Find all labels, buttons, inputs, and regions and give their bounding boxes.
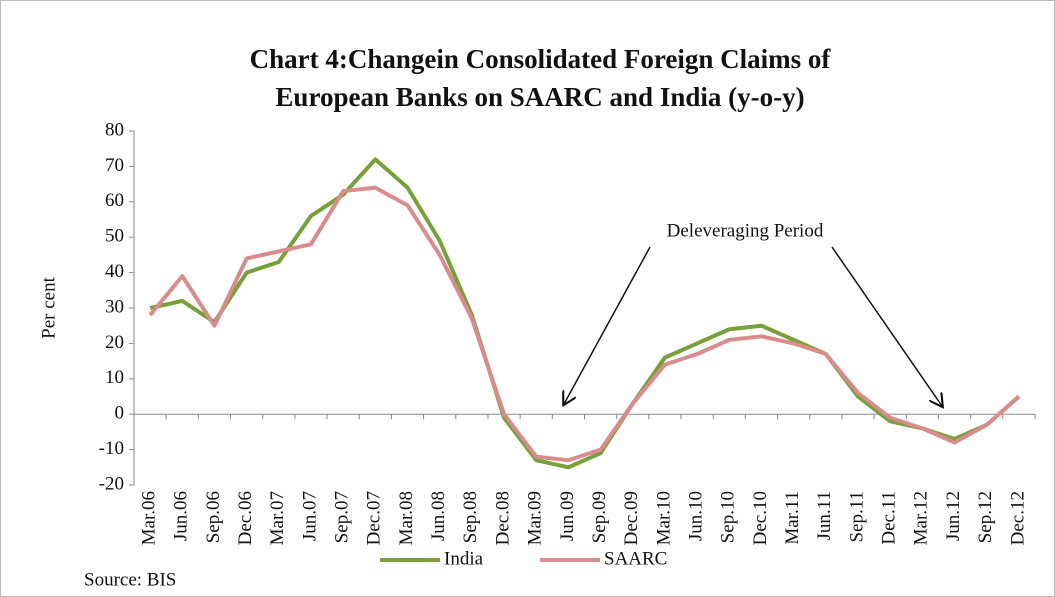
- legend-label: SAARC: [604, 548, 667, 569]
- y-axis-label: Per cent: [38, 276, 59, 338]
- x-tick-label: Sep.07: [332, 491, 353, 543]
- x-tick-label: Sep.09: [589, 491, 610, 543]
- x-tick-label: Dec.11: [879, 491, 900, 545]
- x-tick-label: Mar.09: [525, 491, 546, 545]
- x-tick-label: Dec.08: [492, 491, 513, 545]
- source: Source: BIS: [84, 569, 176, 590]
- x-tick-label: Sep.11: [846, 491, 867, 543]
- series-line: [149, 157, 1021, 470]
- y-tick-label: 50: [105, 226, 124, 247]
- y-tick-label: 0: [115, 403, 125, 424]
- x-tick-label: Dec.07: [364, 491, 385, 545]
- x-tick-label: Mar.06: [138, 491, 159, 545]
- annotation: Deleveraging Period: [667, 220, 824, 241]
- x-tick-label: Dec.12: [1007, 491, 1028, 545]
- x-tick-label: Sep.06: [203, 491, 224, 543]
- x-tick-label: Sep.10: [718, 491, 739, 543]
- x-tick-label: Mar.12: [911, 491, 932, 545]
- x-tick-label: Sep.08: [460, 491, 481, 543]
- x-tick-label: Jun.12: [943, 491, 964, 541]
- x-tick-label: Jun.11: [814, 491, 835, 540]
- y-tick-label: 70: [105, 155, 124, 176]
- chart-title: Chart 4:Changein Consolidated Foreign Cl…: [250, 44, 832, 74]
- x-tick-label: Dec.06: [235, 491, 256, 545]
- y-tick-label: -10: [99, 438, 124, 459]
- x-tick-label: Mar.10: [653, 491, 674, 545]
- x-tick-label: Dec.09: [621, 491, 642, 545]
- series-line: [148, 185, 1021, 463]
- y-tick-label: 10: [105, 367, 124, 388]
- chart-title: European Banks on SAARC and India (y-o-y…: [275, 82, 804, 112]
- y-tick-label: 60: [105, 190, 124, 211]
- x-tick-label: Jun.09: [557, 491, 578, 541]
- x-tick-label: Mar.07: [267, 491, 288, 545]
- y-tick-label: 80: [105, 119, 124, 140]
- arrow: [564, 246, 651, 404]
- arrow: [831, 246, 942, 406]
- y-tick-label: -20: [99, 473, 124, 494]
- x-tick-label: Dec.10: [750, 491, 771, 545]
- x-tick-label: Jun.10: [685, 491, 706, 541]
- y-tick-label: 20: [105, 332, 124, 353]
- legend-label: India: [444, 548, 484, 569]
- x-tick-label: Jun.07: [299, 491, 320, 541]
- x-tick-label: Mar.08: [396, 491, 417, 545]
- x-tick-label: Jun.08: [428, 491, 449, 541]
- x-tick-label: Sep.12: [975, 491, 996, 543]
- x-tick-label: Mar.11: [782, 491, 803, 545]
- x-tick-label: Jun.06: [171, 491, 192, 541]
- y-tick-label: 40: [105, 261, 124, 282]
- y-tick-label: 30: [105, 296, 124, 317]
